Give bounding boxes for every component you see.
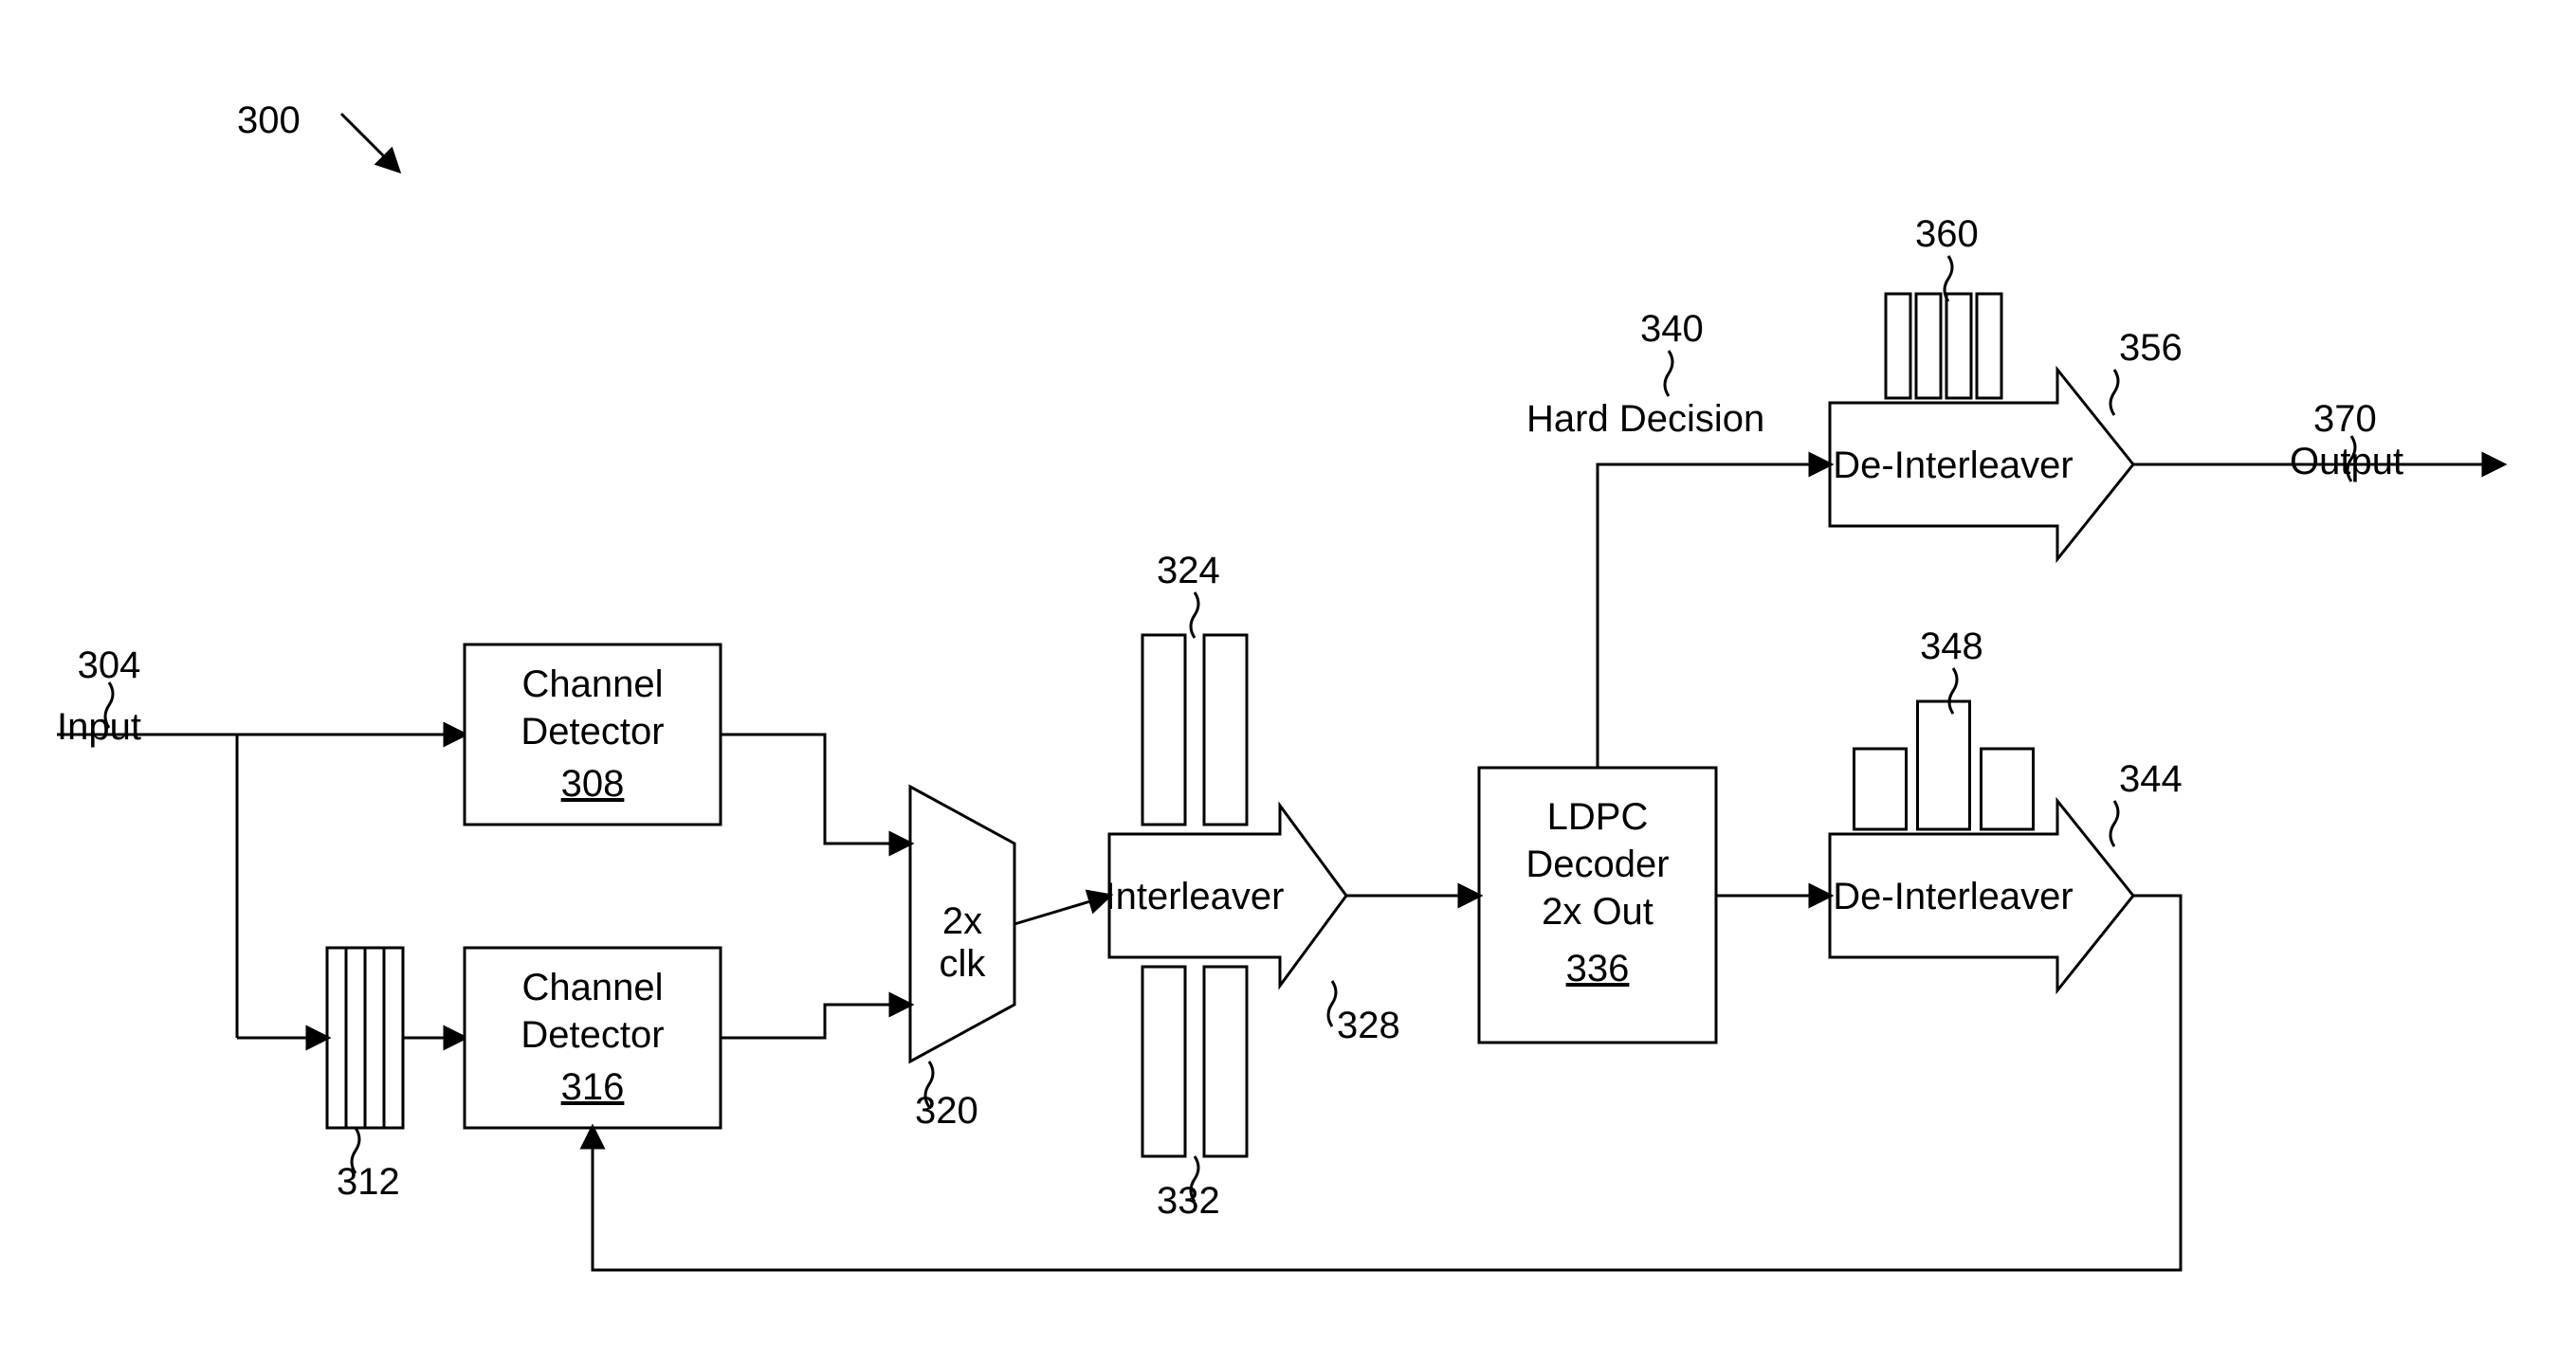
mux-ref: 320 [915,1090,978,1132]
figure-ref: 300 [237,100,301,141]
output-ref: 370 [2313,398,2377,440]
svg-text:Detector: Detector [521,711,664,753]
svg-text:2x Out: 2x Out [1542,891,1653,933]
channel-detector-top-ref: 308 [561,763,625,805]
output-label: Output [2290,441,2403,482]
de-interleaver-top-ref: 356 [2119,327,2183,369]
svg-text:Channel: Channel [521,663,663,705]
svg-text:Detector: Detector [521,1014,664,1056]
input-label: Input [57,706,141,748]
input-delay-ref: 312 [337,1161,400,1203]
interleaver-pong-ref: 332 [1157,1180,1220,1222]
de-interleaver-top-buf-ref: 360 [1915,213,1979,255]
de-interleaver-bottom-ref: 344 [2119,758,2183,800]
de-interleaver-bottom-label: De-Interleaver [1833,876,2073,917]
ldpc-ref: 336 [1566,948,1630,989]
interleaver-label: Interleaver [1105,876,1285,917]
hard-decision-ref: 340 [1640,308,1704,350]
svg-text:LDPC: LDPC [1547,796,1649,838]
interleaver-ping-ref: 324 [1157,550,1220,591]
de-interleaver-bottom-buf-ref: 348 [1920,626,1983,667]
svg-text:2x: 2x [942,900,982,942]
svg-text:Channel: Channel [521,967,663,1008]
de-interleaver-top-label: De-Interleaver [1833,445,2073,486]
svg-text:clk: clk [940,943,987,985]
input-ref: 304 [78,644,141,686]
interleaver-ref: 328 [1337,1005,1400,1046]
channel-detector-bottom-ref: 316 [561,1066,625,1108]
svg-text:Decoder: Decoder [1526,844,1669,885]
hard-decision-label: Hard Decision [1526,398,1764,440]
